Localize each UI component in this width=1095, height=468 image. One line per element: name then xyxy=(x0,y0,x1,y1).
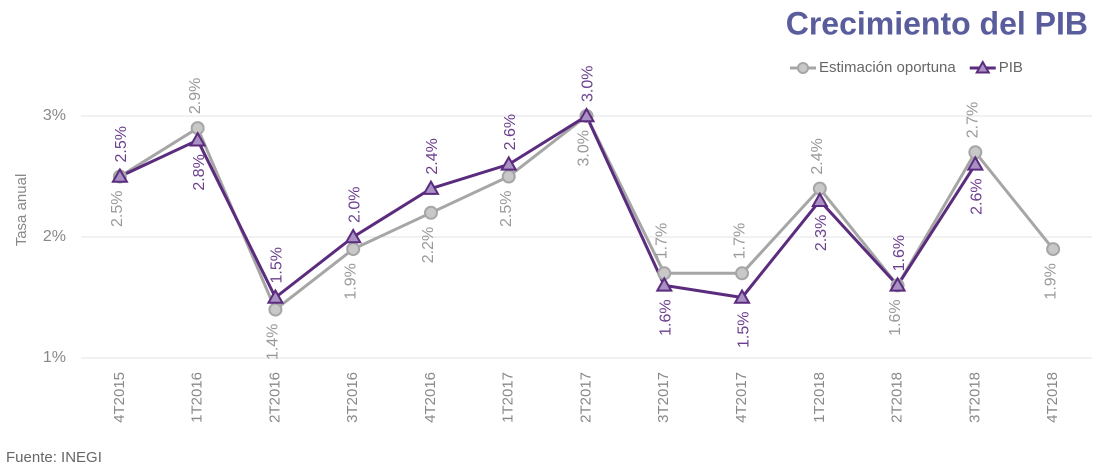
data-label: 2.4% xyxy=(424,138,441,174)
data-label: 2.9% xyxy=(187,78,204,114)
x-tick-label: 4T2015 xyxy=(111,372,128,423)
point-marker xyxy=(344,227,362,244)
x-tick-label: 2T2017 xyxy=(577,372,594,423)
chart-title: Crecimiento del PIB xyxy=(786,5,1088,41)
point-marker xyxy=(733,288,751,304)
data-label: 2.7% xyxy=(965,102,982,138)
point-marker xyxy=(188,131,207,147)
data-label: 1.6% xyxy=(891,235,908,271)
data-label: 1.7% xyxy=(653,223,670,259)
source: Fuente: INEGI xyxy=(6,449,102,466)
data-label: 3.0% xyxy=(580,66,597,102)
data-label: 2.6% xyxy=(969,178,986,214)
data-label: 2.5% xyxy=(109,191,126,227)
data-label: 1.7% xyxy=(731,223,748,259)
point-marker xyxy=(111,167,129,183)
point-marker xyxy=(1046,242,1061,257)
x-tick-label: 3T2017 xyxy=(655,372,672,423)
data-label: 2.4% xyxy=(809,138,826,174)
point-marker xyxy=(966,155,985,171)
data-label: 1.5% xyxy=(269,247,286,283)
x-tick-label: 2T2018 xyxy=(889,372,906,423)
y-tick-label: 1% xyxy=(43,349,66,366)
data-label: 2.5% xyxy=(498,191,515,227)
x-tick-label: 2T2016 xyxy=(266,372,283,423)
x-tick-label: 4T2017 xyxy=(733,372,750,423)
x-tick-label: 1T2016 xyxy=(189,372,206,423)
point-marker xyxy=(266,288,285,304)
data-label: 1.9% xyxy=(1042,263,1059,299)
legend-label: PIB xyxy=(999,59,1023,76)
data-label: 2.2% xyxy=(420,227,437,263)
series-line xyxy=(119,114,977,299)
x-tick-label: 1T2018 xyxy=(811,372,828,423)
data-label: 2.5% xyxy=(113,126,130,162)
y-axis-title: Tasa anual xyxy=(13,174,30,247)
y-tick-label: 3% xyxy=(43,107,66,124)
point-marker xyxy=(500,155,518,171)
y-tick-label: 2% xyxy=(43,228,66,245)
point-marker xyxy=(422,179,440,195)
data-label: 1.9% xyxy=(342,263,359,299)
x-tick-label: 4T2018 xyxy=(1044,372,1061,423)
data-label: 2.0% xyxy=(346,187,363,223)
point-marker xyxy=(811,191,829,207)
legend-marker xyxy=(797,62,809,74)
x-tick-label: 3T2016 xyxy=(344,372,361,423)
x-tick-label: 3T2018 xyxy=(966,372,983,423)
data-label: 2.3% xyxy=(813,215,830,251)
point-marker xyxy=(888,276,907,292)
point-marker xyxy=(655,276,673,292)
point-marker xyxy=(501,169,516,184)
point-marker xyxy=(346,242,361,257)
data-label: 1.4% xyxy=(265,324,282,360)
point-marker xyxy=(577,106,596,123)
data-label: 1.6% xyxy=(657,299,674,335)
point-marker xyxy=(423,205,438,220)
data-label: 2.8% xyxy=(191,154,208,190)
legend-label: Estimación oportuna xyxy=(819,59,956,76)
point-marker xyxy=(735,266,750,281)
legend-marker xyxy=(975,59,991,74)
data-label: 2.6% xyxy=(502,114,519,150)
point-marker xyxy=(268,302,283,317)
data-label: 3.0% xyxy=(576,130,593,166)
data-label: 1.5% xyxy=(735,312,752,348)
x-tick-label: 1T2017 xyxy=(500,372,517,423)
x-tick-label: 4T2016 xyxy=(422,372,439,423)
data-label: 1.6% xyxy=(887,299,904,335)
